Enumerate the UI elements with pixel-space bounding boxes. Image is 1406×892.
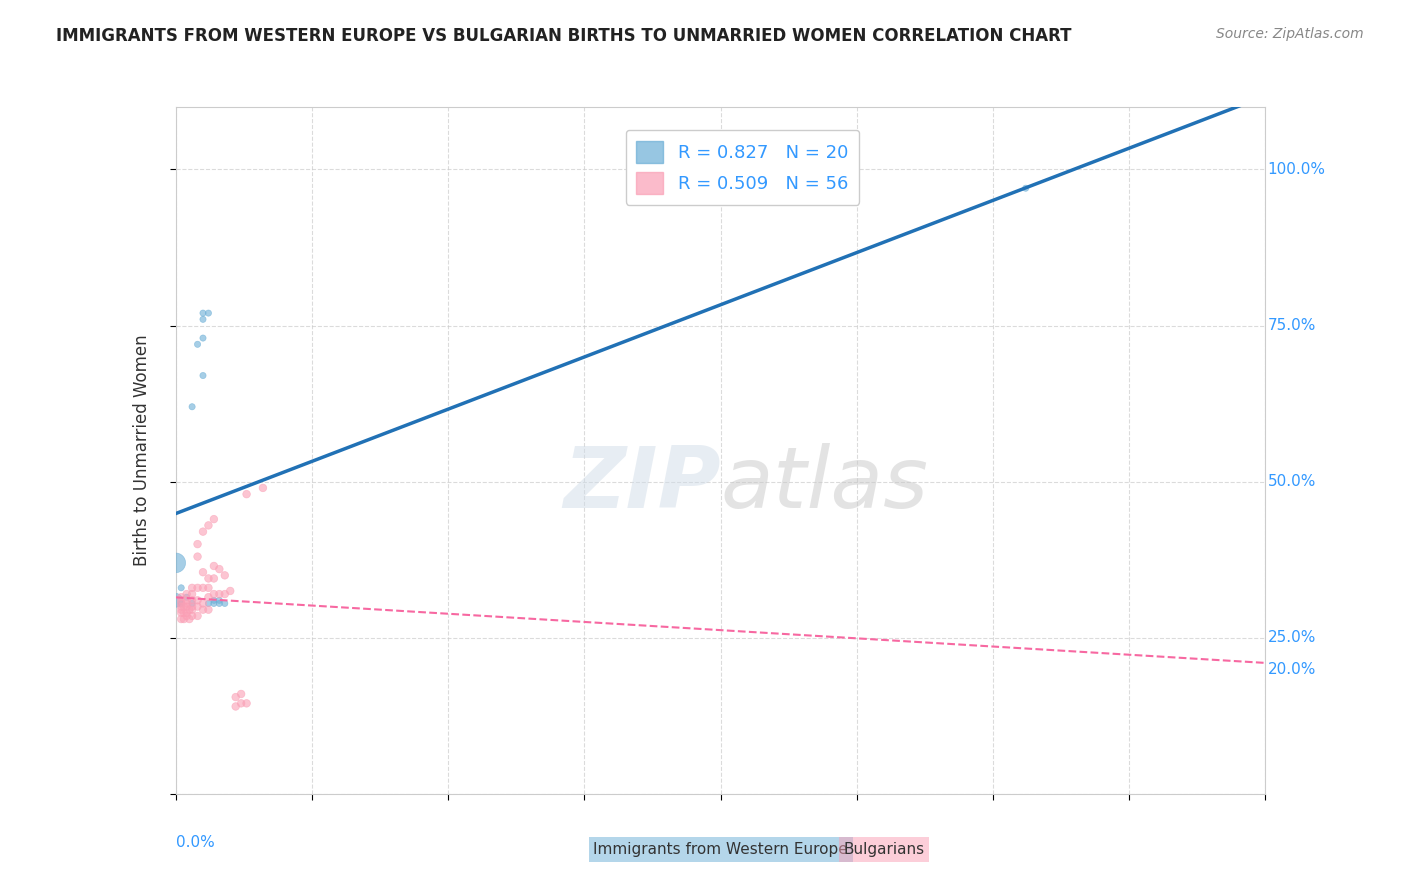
Point [186,593,209,607]
Point [176,591,198,605]
Point [173,599,195,614]
Point [179,612,201,626]
Point [186,337,209,351]
Point [191,581,214,595]
Point [173,612,195,626]
Point [165,556,187,570]
Legend: R = 0.827   N = 20, R = 0.509   N = 56: R = 0.827 N = 20, R = 0.509 N = 56 [626,130,859,204]
Point [191,603,214,617]
Point [170,581,193,595]
Point [186,537,209,551]
Text: 25.0%: 25.0% [1268,631,1316,645]
Point [197,572,219,586]
Point [214,568,236,582]
Point [170,593,193,607]
Point [181,587,204,601]
Point [176,587,198,601]
Point [191,306,214,320]
Point [235,696,257,710]
Point [181,581,204,595]
Text: IMMIGRANTS FROM WESTERN EUROPE VS BULGARIAN BIRTHS TO UNMARRIED WOMEN CORRELATIO: IMMIGRANTS FROM WESTERN EUROPE VS BULGAR… [56,27,1071,45]
Point [191,312,214,326]
Point [208,562,231,576]
Point [186,599,209,614]
Point [170,591,193,605]
Point [208,587,231,601]
Point [181,603,204,617]
Point [186,609,209,624]
Point [235,487,257,501]
Point [197,518,219,533]
Point [181,593,204,607]
Point [191,597,214,611]
Point [181,609,204,624]
Point [208,597,231,611]
Point [202,597,225,611]
Point [176,606,198,620]
Point [186,549,209,564]
Point [191,566,214,580]
Text: Immigrants from Western Europe: Immigrants from Western Europe [593,842,848,857]
Text: Bulgarians: Bulgarians [844,842,925,857]
Point [225,699,247,714]
Point [202,558,225,574]
Point [191,524,214,539]
Text: 0.0%: 0.0% [176,835,215,850]
Text: atlas: atlas [721,443,928,526]
Point [170,597,193,611]
Point [197,597,219,611]
Point [231,687,253,701]
Point [219,583,242,598]
Point [214,587,236,601]
Y-axis label: Births to Unmarried Women: Births to Unmarried Women [134,334,152,566]
Point [170,606,193,620]
Point [173,606,195,620]
Point [202,572,225,586]
Point [181,599,204,614]
Point [176,599,198,614]
Point [197,581,219,595]
Point [176,609,198,624]
Point [170,599,193,614]
Point [208,593,231,607]
Point [176,597,198,611]
Point [252,481,274,495]
Point [231,696,253,710]
Text: Source: ZipAtlas.com: Source: ZipAtlas.com [1216,27,1364,41]
Point [179,603,201,617]
Text: 50.0%: 50.0% [1268,475,1316,489]
Point [170,597,193,611]
Text: ZIP: ZIP [562,443,721,526]
Point [170,612,193,626]
Point [181,400,204,414]
Point [170,603,193,617]
Point [191,331,214,345]
Point [181,597,204,611]
Point [202,512,225,526]
Point [197,591,219,605]
Text: 20.0%: 20.0% [1268,662,1316,676]
Text: 75.0%: 75.0% [1268,318,1316,333]
Point [1015,181,1038,195]
Point [165,593,187,607]
Point [202,593,225,607]
Point [225,690,247,705]
Point [214,597,236,611]
Text: 100.0%: 100.0% [1268,162,1326,177]
Point [176,593,198,607]
Point [197,306,219,320]
Point [202,587,225,601]
Point [191,368,214,383]
Point [186,581,209,595]
Point [197,603,219,617]
